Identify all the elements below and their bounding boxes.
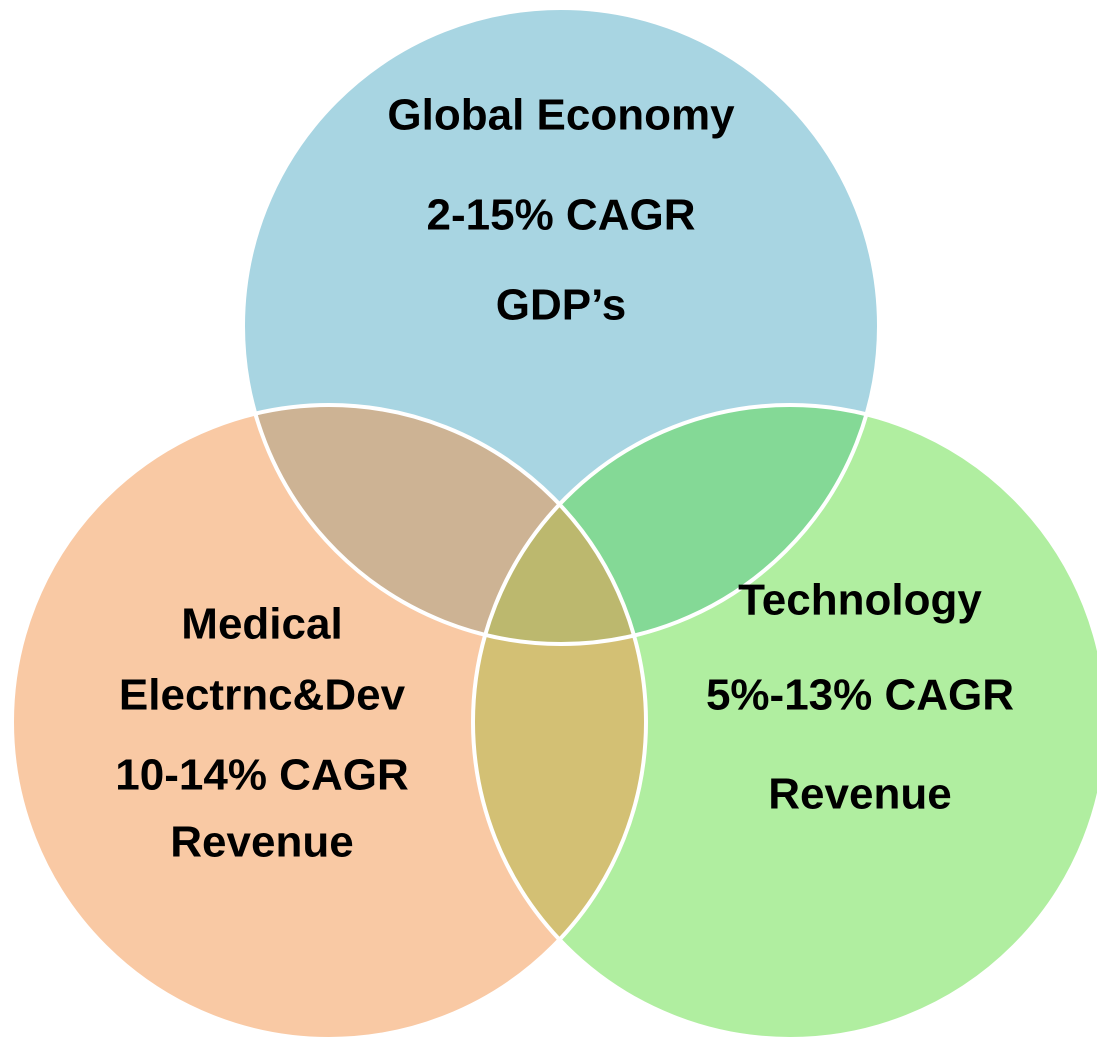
circle-label: Global Economy	[387, 91, 735, 140]
circle-outline	[10, 403, 648, 1040]
circle-label: Medical	[181, 600, 342, 649]
circle-outline	[471, 403, 1097, 1040]
circle-label: Revenue	[170, 818, 353, 867]
circle-label: 10-14% CAGR	[115, 751, 408, 800]
circle-label: 2-15% CAGR	[427, 191, 696, 240]
circle-label: 5%-13% CAGR	[706, 671, 1014, 720]
circle-outline	[241, 6, 881, 646]
circle-label: Technology	[738, 576, 982, 625]
overlap-top-left	[243, 405, 646, 644]
overlap-top-right	[473, 405, 879, 644]
circle-label: Revenue	[768, 770, 951, 819]
circle-label: Electrnc&Dev	[119, 671, 406, 720]
circle-label: GDP’s	[496, 281, 626, 330]
